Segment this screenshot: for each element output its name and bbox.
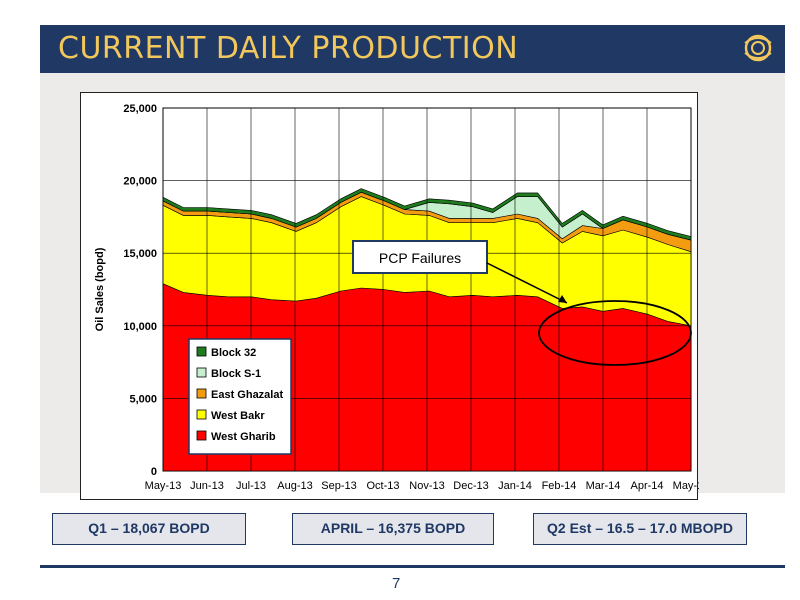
april-metric-box: APRIL – 16,375 BOPD [292,513,494,545]
page-number: 7 [392,575,401,592]
y-tick-label: 10,000 [123,321,157,333]
q2-estimate-box: Q2 Est – 16.5 – 17.0 MBOPD [533,513,747,545]
legend-swatch [196,367,207,378]
x-tick-label: Jul-13 [236,480,266,492]
x-tick-label: Jun-13 [190,480,224,492]
x-tick-label: May-14 [673,480,699,492]
annotation-text: PCP Failures [379,250,461,266]
y-tick-label: 25,000 [123,103,157,115]
legend-swatch [196,388,207,399]
legend-label: West Bakr [211,410,265,422]
x-tick-label: Feb-14 [542,480,577,492]
x-tick-label: Mar-14 [586,480,621,492]
y-tick-label: 0 [151,466,157,478]
y-tick-label: 5,000 [129,393,157,405]
footer-line [40,565,785,568]
x-tick-label: Jan-14 [498,480,532,492]
page-title: CURRENT DAILY PRODUCTION [58,31,519,66]
company-logo-icon [744,34,772,62]
legend-label: Block S-1 [211,368,261,380]
y-axis-title: Oil Sales (bopd) [94,247,106,331]
chart-frame: 0 5,000 10,000 15,000 20,000 25,000 May-13 Jun-… [80,92,699,500]
production-chart: 0 5,000 10,000 15,000 20,000 25,000 May-13 Jun-… [94,103,699,492]
x-tick-label: Sep-13 [321,480,356,492]
legend-label: West Gharib [211,431,276,443]
annotation-arrow-line [486,262,568,304]
header-bar: CURRENT DAILY PRODUCTION [40,25,785,73]
legend-label: East Ghazalat [211,389,283,401]
y-tick-label: 15,000 [123,248,157,260]
legend-swatch [196,346,207,357]
x-tick-label: Oct-13 [366,480,399,492]
annotation-arrowhead [558,295,567,303]
x-tick-label: Apr-14 [630,480,663,492]
annotation-box [352,240,488,274]
y-tick-label: 20,000 [123,176,157,188]
x-tick-label: May-13 [145,480,182,492]
x-tick-label: Dec-13 [453,480,488,492]
x-tick-label: Aug-13 [277,480,312,492]
q1-metric-box: Q1 – 18,067 BOPD [52,513,246,545]
legend-swatch [196,430,207,441]
legend-label: Block 32 [211,347,256,359]
annotation-ellipse [538,300,692,366]
legend-swatch [196,409,207,420]
x-tick-label: Nov-13 [409,480,444,492]
